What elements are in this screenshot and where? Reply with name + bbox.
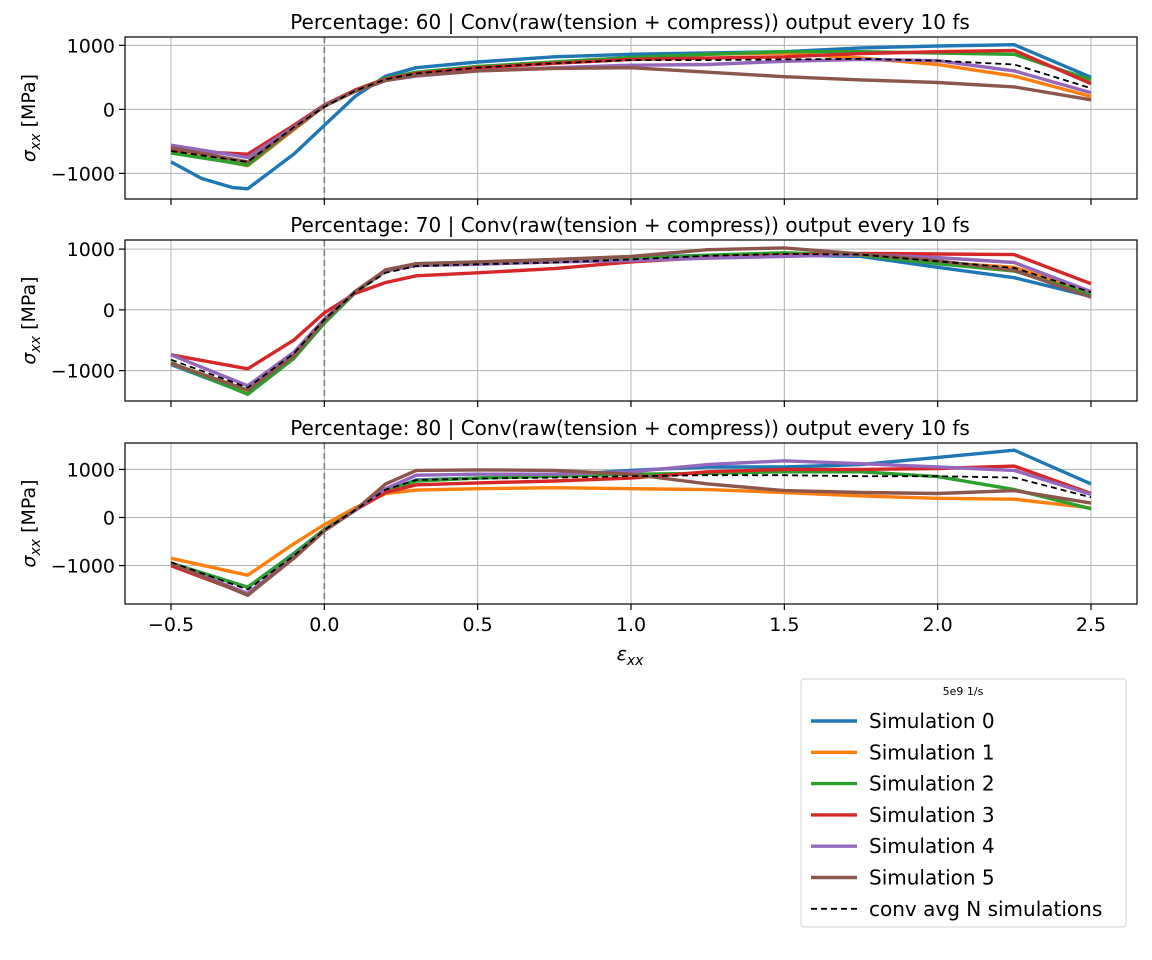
- panel-title: Percentage: 80 | Conv(raw(tension + comp…: [290, 416, 970, 440]
- y-tick-label: 0: [103, 300, 115, 322]
- panel-1: Percentage: 70 | Conv(raw(tension + comp…: [18, 213, 1138, 407]
- series-line-5: [170, 468, 1092, 597]
- series-line-0: [170, 43, 1092, 191]
- x-tick-label: 1.5: [769, 614, 799, 636]
- legend-label: Simulation 5: [869, 866, 995, 890]
- series-line-5: [170, 246, 1092, 392]
- x-tick-label: 2.5: [1076, 614, 1106, 636]
- legend-title: 5e9 1/s: [943, 685, 984, 698]
- y-tick-label: 1000: [67, 239, 115, 261]
- y-tick-label: −1000: [51, 163, 115, 185]
- legend-label: Simulation 0: [869, 709, 995, 733]
- x-tick-label: 0.5: [463, 614, 493, 636]
- y-axis-label: σxx [MPa]: [18, 479, 44, 567]
- legend-label: Simulation 1: [869, 740, 995, 764]
- panel-title: Percentage: 60 | Conv(raw(tension + comp…: [290, 10, 970, 34]
- legend-label: conv avg N simulations: [869, 897, 1102, 921]
- x-tick-label: 1.0: [616, 614, 646, 636]
- x-tick-label: 2.0: [923, 614, 953, 636]
- series-line-1: [170, 486, 1092, 577]
- legend: 5e9 1/s Simulation 0 Simulation 1 Simulatio…: [800, 678, 1127, 928]
- panel-title: Percentage: 70 | Conv(raw(tension + comp…: [290, 213, 970, 237]
- panel-2: Percentage: 80 | Conv(raw(tension + comp…: [18, 416, 1138, 636]
- y-tick-label: −1000: [51, 361, 115, 383]
- panel-0: Percentage: 60 | Conv(raw(tension + comp…: [18, 10, 1138, 205]
- y-tick-label: 0: [103, 507, 115, 529]
- y-tick-label: 1000: [67, 459, 115, 481]
- legend-label: Simulation 3: [869, 803, 995, 827]
- series-line-avg: [170, 474, 1092, 591]
- series-line-3: [170, 251, 1092, 371]
- x-axis-label: εxx: [617, 643, 645, 669]
- y-tick-label: 1000: [67, 35, 115, 57]
- x-tick-label: 0.0: [309, 614, 339, 636]
- legend-box: [800, 678, 1127, 928]
- series-line-avg: [170, 253, 1092, 389]
- y-axis-label: σxx [MPa]: [18, 74, 44, 162]
- x-tick-label: −0.5: [148, 614, 194, 636]
- y-axis-label: σxx [MPa]: [18, 276, 44, 364]
- series-line-avg: [170, 57, 1092, 163]
- legend-label: Simulation 4: [869, 834, 995, 858]
- y-tick-label: 0: [103, 99, 115, 121]
- legend-label: Simulation 2: [869, 772, 995, 796]
- y-tick-label: −1000: [51, 556, 115, 578]
